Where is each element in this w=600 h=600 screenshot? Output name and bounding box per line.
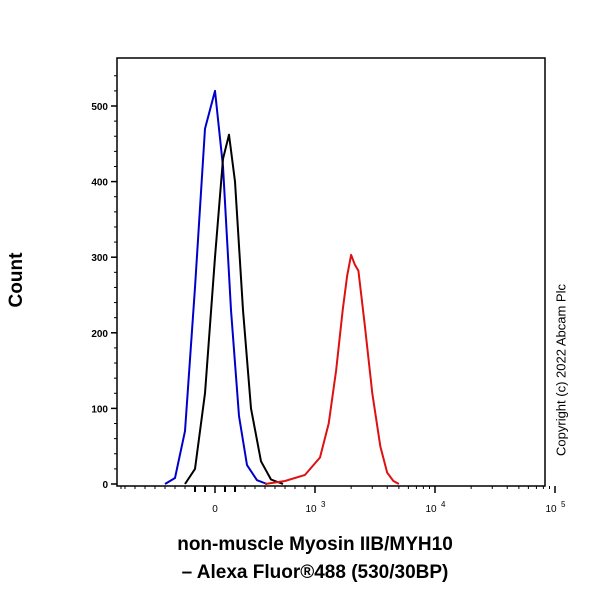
y-tick-label: 100 — [91, 404, 108, 415]
x-tick-label-exponent: 5 — [561, 500, 566, 509]
y-tick-label: 200 — [91, 329, 108, 340]
x-tick-label-exponent: 3 — [321, 500, 326, 509]
copyright-watermark: Copyright (c) 2022 Abcam Plc — [553, 284, 569, 456]
y-axis-label-box: Count — [2, 240, 32, 320]
y-tick-label: 300 — [91, 253, 108, 264]
x-tick-label: 10 — [545, 504, 557, 515]
y-tick-label: 500 — [91, 102, 108, 113]
histogram-series-2 — [184, 133, 284, 485]
y-tick-label: 400 — [91, 178, 108, 189]
x-axis-label-line-2: – Alexa Fluor®488 (530/30BP) — [181, 562, 449, 583]
x-tick-label: 0 — [212, 504, 218, 515]
histogram-series-3 — [264, 253, 400, 485]
x-tick-label: 10 — [425, 504, 437, 515]
x-tick-label-exponent: 4 — [441, 500, 446, 509]
copyright-watermark-box: Copyright (c) 2022 Abcam Plc — [546, 250, 576, 490]
plot-frame — [116, 57, 546, 487]
y-tick-label: 0 — [102, 480, 108, 491]
x-tick-label: 10 — [305, 504, 317, 515]
histogram-series-1 — [164, 89, 268, 485]
x-axis-label-line-1: non-muscle Myosin IIB/MYH10 — [177, 534, 453, 555]
y-axis-label: Count — [6, 252, 27, 308]
